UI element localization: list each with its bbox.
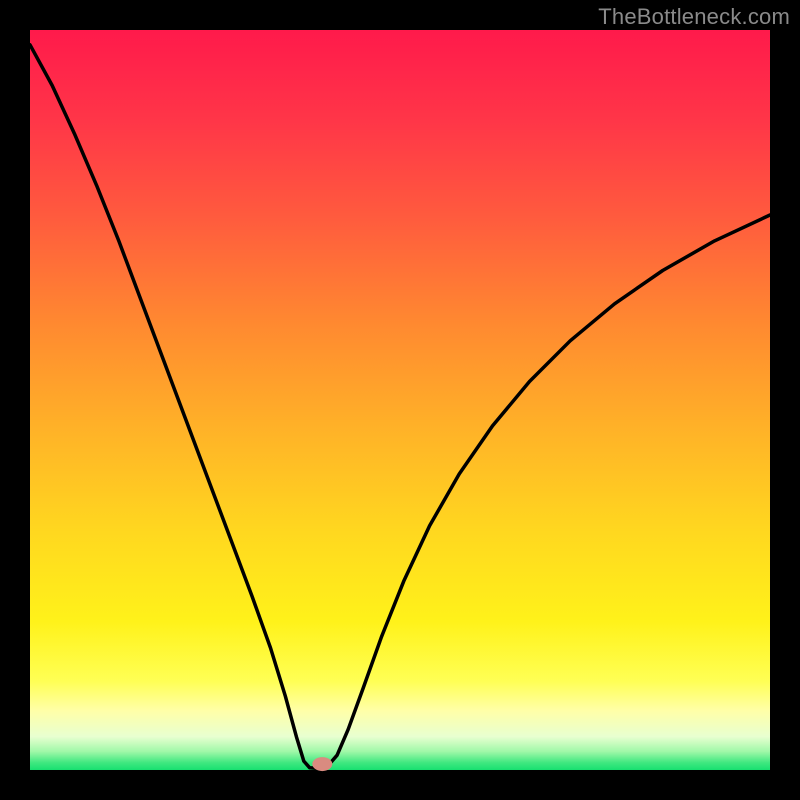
optimal-point-marker	[312, 757, 332, 771]
bottleneck-chart	[0, 0, 800, 800]
chart-background	[30, 30, 770, 770]
chart-container: TheBottleneck.com	[0, 0, 800, 800]
watermark-text: TheBottleneck.com	[598, 4, 790, 30]
